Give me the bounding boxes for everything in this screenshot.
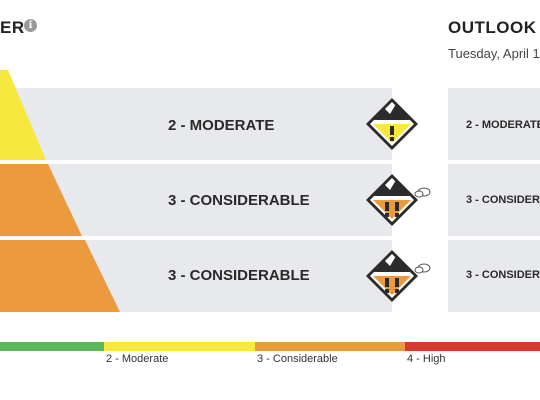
scale-segment-low <box>0 342 104 351</box>
danger-row-1-label: 2 - MODERATE <box>168 117 275 134</box>
pyramid-bottom-tier <box>0 240 120 312</box>
danger-row-1 <box>0 88 392 160</box>
danger-considerable-icon <box>366 174 431 226</box>
scale-label-considerable: 3 - Considerable <box>257 353 338 365</box>
info-icon[interactable]: i <box>24 19 37 32</box>
page-title: ER <box>0 18 25 37</box>
outlook-date: Tuesday, April 11 <box>448 46 540 61</box>
outlook-row-3 <box>448 240 540 312</box>
outlook-row-2 <box>448 164 540 236</box>
outlook-row-3-label: 3 - CONSIDERABLE <box>466 269 540 281</box>
danger-pyramid <box>0 70 120 312</box>
outlook-row-2-label: 3 - CONSIDERABLE <box>466 194 540 206</box>
danger-moderate-icon <box>366 98 418 150</box>
scale-label-moderate: 2 - Moderate <box>106 353 169 365</box>
outlook-row-1 <box>448 88 540 160</box>
scale-segment-high <box>405 342 540 351</box>
danger-row-3-label: 3 - CONSIDERABLE <box>168 267 310 284</box>
scale-label-high: 4 - High <box>407 353 446 365</box>
pyramid-top-tier <box>0 70 46 160</box>
pyramid-middle-tier <box>0 164 82 236</box>
scale-segment-moderate <box>104 342 255 351</box>
scale-segment-considerable <box>255 342 405 351</box>
outlook-labels: 2 - MODERATE 3 - CONSIDERABLE 3 - CONSID… <box>448 88 540 320</box>
danger-row-2-label: 3 - CONSIDERABLE <box>168 192 310 209</box>
outlook-row-1-label: 2 - MODERATE <box>466 119 540 131</box>
danger-considerable-icon <box>366 250 431 302</box>
outlook-title: OUTLOOK <box>448 18 537 37</box>
